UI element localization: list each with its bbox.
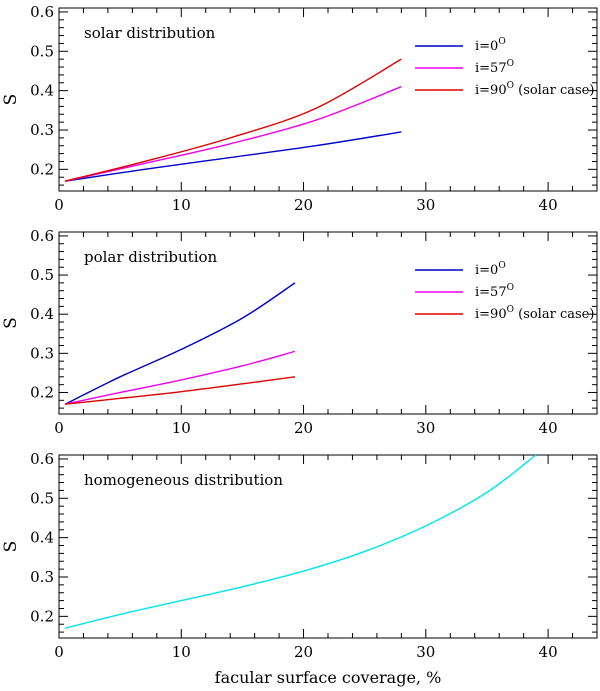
legend-entry-2: i=57O — [475, 59, 514, 76]
x-tick-label: 10 — [172, 196, 191, 214]
y-tick-label: 0.4 — [30, 305, 54, 323]
y-tick-label: 0.4 — [30, 82, 54, 100]
y-tick-label: 0.3 — [30, 344, 54, 362]
legend-entry-3: i=90O (solar case) — [475, 305, 594, 322]
y-tick-label: 0.5 — [30, 42, 54, 60]
x-tick-label: 0 — [54, 419, 64, 437]
x-tick-label: 30 — [416, 419, 435, 437]
y-tick-label: 0.5 — [30, 489, 54, 507]
x-tick-label: 10 — [172, 643, 191, 661]
y-axis-label: S — [1, 317, 21, 329]
x-tick-label: 0 — [54, 196, 64, 214]
legend-entry-3: i=90O (solar case) — [475, 81, 594, 98]
y-tick-label: 0.3 — [30, 568, 54, 586]
series-line-1 — [64, 282, 296, 405]
legend-entry-1: i=0O — [475, 261, 506, 278]
panel-title: solar distribution — [84, 24, 216, 42]
series-line-2 — [64, 350, 296, 405]
panel-title: polar distribution — [84, 248, 218, 266]
legend: i=0O i=57O i=90O (solar case) — [415, 37, 594, 98]
y-tick-label: 0.2 — [30, 383, 54, 401]
x-tick-label: 20 — [294, 419, 313, 437]
x-tick-label: 40 — [539, 643, 558, 661]
y-tick-label: 0.3 — [30, 121, 54, 139]
y-tick-label: 0.2 — [30, 160, 54, 178]
legend: i=0O i=57O i=90O (solar case) — [415, 261, 594, 322]
x-tick-label: 30 — [416, 196, 435, 214]
x-tick-label: 40 — [539, 196, 558, 214]
x-tick-label: 10 — [172, 419, 191, 437]
series-line-2 — [64, 86, 402, 182]
y-tick-label: 0.5 — [30, 266, 54, 284]
series-line-1 — [65, 131, 402, 182]
y-tick-label: 0.6 — [30, 3, 54, 21]
series-line-3 — [64, 58, 402, 182]
y-tick-label: 0.6 — [30, 450, 54, 468]
y-axis-label: S — [1, 94, 21, 106]
x-tick-label: 0 — [54, 643, 64, 661]
y-tick-label: 0.6 — [30, 227, 54, 245]
series-line-1 — [64, 454, 537, 629]
x-tick-label: 40 — [539, 419, 558, 437]
legend-entry-1: i=0O — [475, 37, 506, 54]
y-tick-label: 0.4 — [30, 529, 54, 547]
y-tick-label: 0.2 — [30, 607, 54, 625]
x-tick-label: 30 — [416, 643, 435, 661]
panel-title: homogeneous distribution — [84, 471, 283, 489]
legend-entry-2: i=57O — [475, 283, 514, 300]
x-axis-label: facular surface coverage, % — [215, 668, 442, 687]
series-line-3 — [65, 376, 296, 405]
x-tick-label: 20 — [294, 196, 313, 214]
y-axis-label: S — [1, 541, 21, 553]
x-tick-label: 20 — [294, 643, 313, 661]
